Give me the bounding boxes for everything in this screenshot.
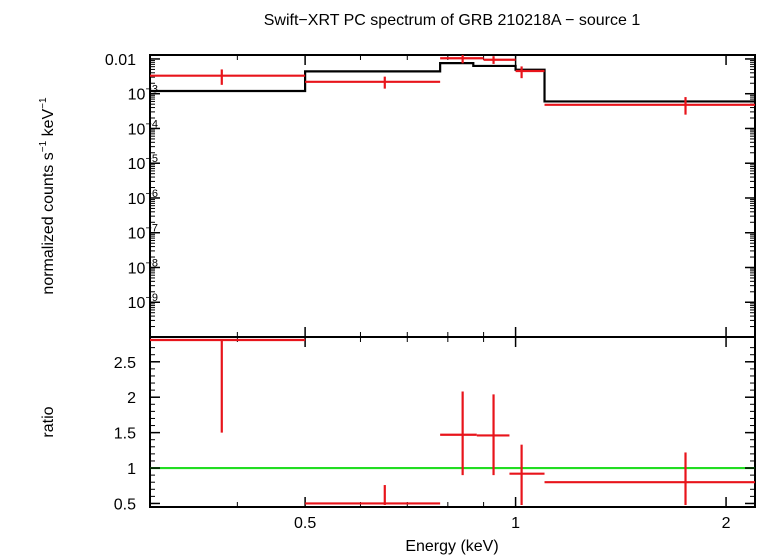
y-tick-exponent: −6 (145, 188, 158, 200)
spectrum-data-points (150, 55, 755, 115)
y-label-sup-2: −1 (38, 97, 49, 109)
y-tick-exponent: −7 (145, 223, 158, 235)
spectrum-data-point (544, 97, 755, 115)
model-line (150, 62, 755, 103)
ratio-data-points (150, 338, 755, 505)
x-axis-label: Energy (keV) (405, 538, 498, 555)
y-tick-label: 0.01 (105, 52, 136, 69)
y-tick-base: 10 (128, 295, 146, 312)
ratio-y-axis-label: ratio (40, 406, 57, 437)
y-tick-label: 10−6 (128, 188, 158, 208)
ratio-y-tick-label: 1 (127, 461, 136, 478)
ratio-y-ticks: 0.5 1 1.5 2 2.5 (114, 347, 755, 513)
spectrum-data-point (305, 76, 441, 89)
y-tick-exponent: −8 (145, 257, 158, 269)
y-label-main: normalized counts s (40, 152, 57, 294)
spectrum-x-ticks (236, 55, 727, 337)
ratio-x-ticks: 0.5 1 2 (236, 337, 731, 532)
spectrum-data-point (483, 56, 516, 64)
spectrum-data-point (440, 55, 484, 64)
spectrum-data-point (515, 66, 545, 79)
y-tick-label: 10−8 (128, 257, 158, 277)
y-label-keV: keV (40, 109, 57, 141)
ratio-y-tick-label: 2 (127, 390, 136, 407)
ratio-data-point (509, 444, 545, 505)
spectrum-y-axis-label: normalized counts s−1 keV−1 (38, 97, 57, 295)
ratio-plot-frame (149, 336, 756, 508)
ratio-data-point (476, 394, 510, 476)
y-tick-label: 10−9 (128, 292, 158, 312)
y-tick-base: 10 (128, 121, 146, 138)
spectrum-data-point (150, 69, 306, 85)
y-tick-label: 10−7 (128, 223, 158, 243)
y-tick-base: 10 (128, 87, 146, 104)
ratio-panel: 0.5 1 1.5 2 2.5 0.5 1 2 ratio (40, 336, 756, 532)
spectrum-plot-frame (149, 54, 756, 338)
ratio-y-tick-label: 1.5 (114, 426, 136, 443)
y-tick-exponent: −3 (145, 84, 158, 96)
y-tick-exponent: −9 (145, 292, 158, 304)
model-step-line (150, 62, 755, 103)
y-tick-base: 10 (128, 191, 146, 208)
ratio-y-tick-label: 2.5 (114, 355, 136, 372)
ratio-data-point (440, 391, 477, 476)
ratio-data-point (150, 338, 306, 433)
y-tick-base: 10 (128, 226, 146, 243)
y-tick-base: 0.01 (105, 52, 136, 69)
y-tick-base: 10 (128, 260, 146, 277)
x-tick-label: 2 (722, 515, 731, 532)
ratio-y-tick-label: 0.5 (114, 496, 136, 513)
ratio-data-point (305, 485, 441, 505)
y-tick-label: 10−3 (128, 84, 158, 104)
x-tick-label: 1 (511, 515, 520, 532)
chart-title: Swift−XRT PC spectrum of GRB 210218A − s… (264, 12, 641, 29)
y-tick-label: 10−4 (128, 118, 158, 138)
x-tick-label: 0.5 (294, 515, 316, 532)
y-tick-exponent: −5 (145, 153, 158, 165)
y-tick-exponent: −4 (145, 118, 158, 130)
y-tick-base: 10 (128, 156, 146, 173)
y-label-sup-1: −1 (38, 140, 49, 152)
y-tick-label: 10−5 (128, 153, 158, 173)
ratio-data-point (544, 452, 755, 505)
